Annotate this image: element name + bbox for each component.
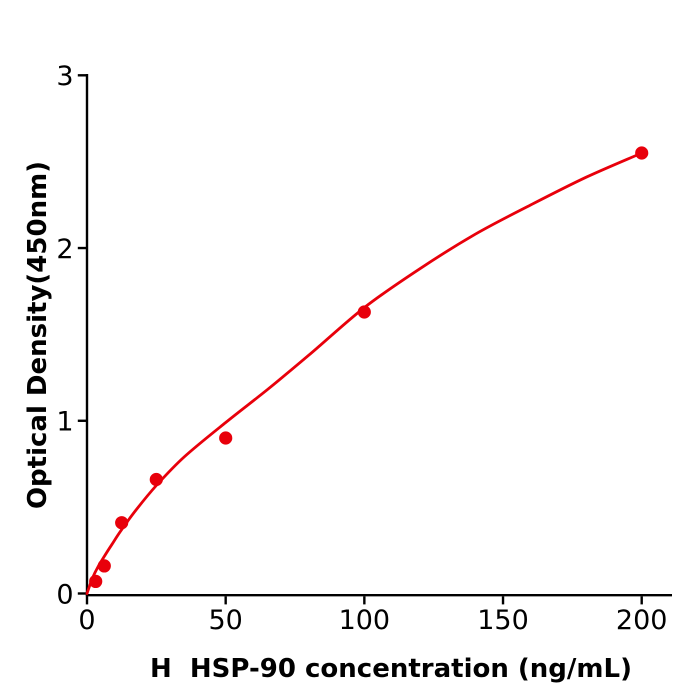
x-axis-title: H HSP-90 concentration (ng/mL) <box>150 654 632 684</box>
data-layer <box>85 146 649 595</box>
data-point <box>149 472 163 487</box>
y-tick-label: 3 <box>56 61 73 92</box>
x-tick-label: 200 <box>616 605 668 636</box>
data-point <box>219 431 233 445</box>
data-point <box>357 305 371 319</box>
x-tick-label: 150 <box>477 605 529 636</box>
y-tick-label: 2 <box>56 234 73 265</box>
data-point <box>89 574 103 589</box>
data-point <box>115 516 129 530</box>
x-tick-label: 50 <box>208 605 242 636</box>
data-point <box>635 146 649 160</box>
data-point <box>97 559 111 573</box>
x-tick-label: 100 <box>339 605 391 636</box>
y-tick-label: 1 <box>56 407 73 438</box>
axes-layer: 0 50 100 150 200 0 1 2 3 <box>56 61 672 636</box>
fit-curve-line <box>85 151 644 595</box>
y-axis-title: Optical Density(450nm) <box>23 161 53 509</box>
x-tick-label: 0 <box>78 605 95 636</box>
y-tick-label: 0 <box>56 579 73 610</box>
